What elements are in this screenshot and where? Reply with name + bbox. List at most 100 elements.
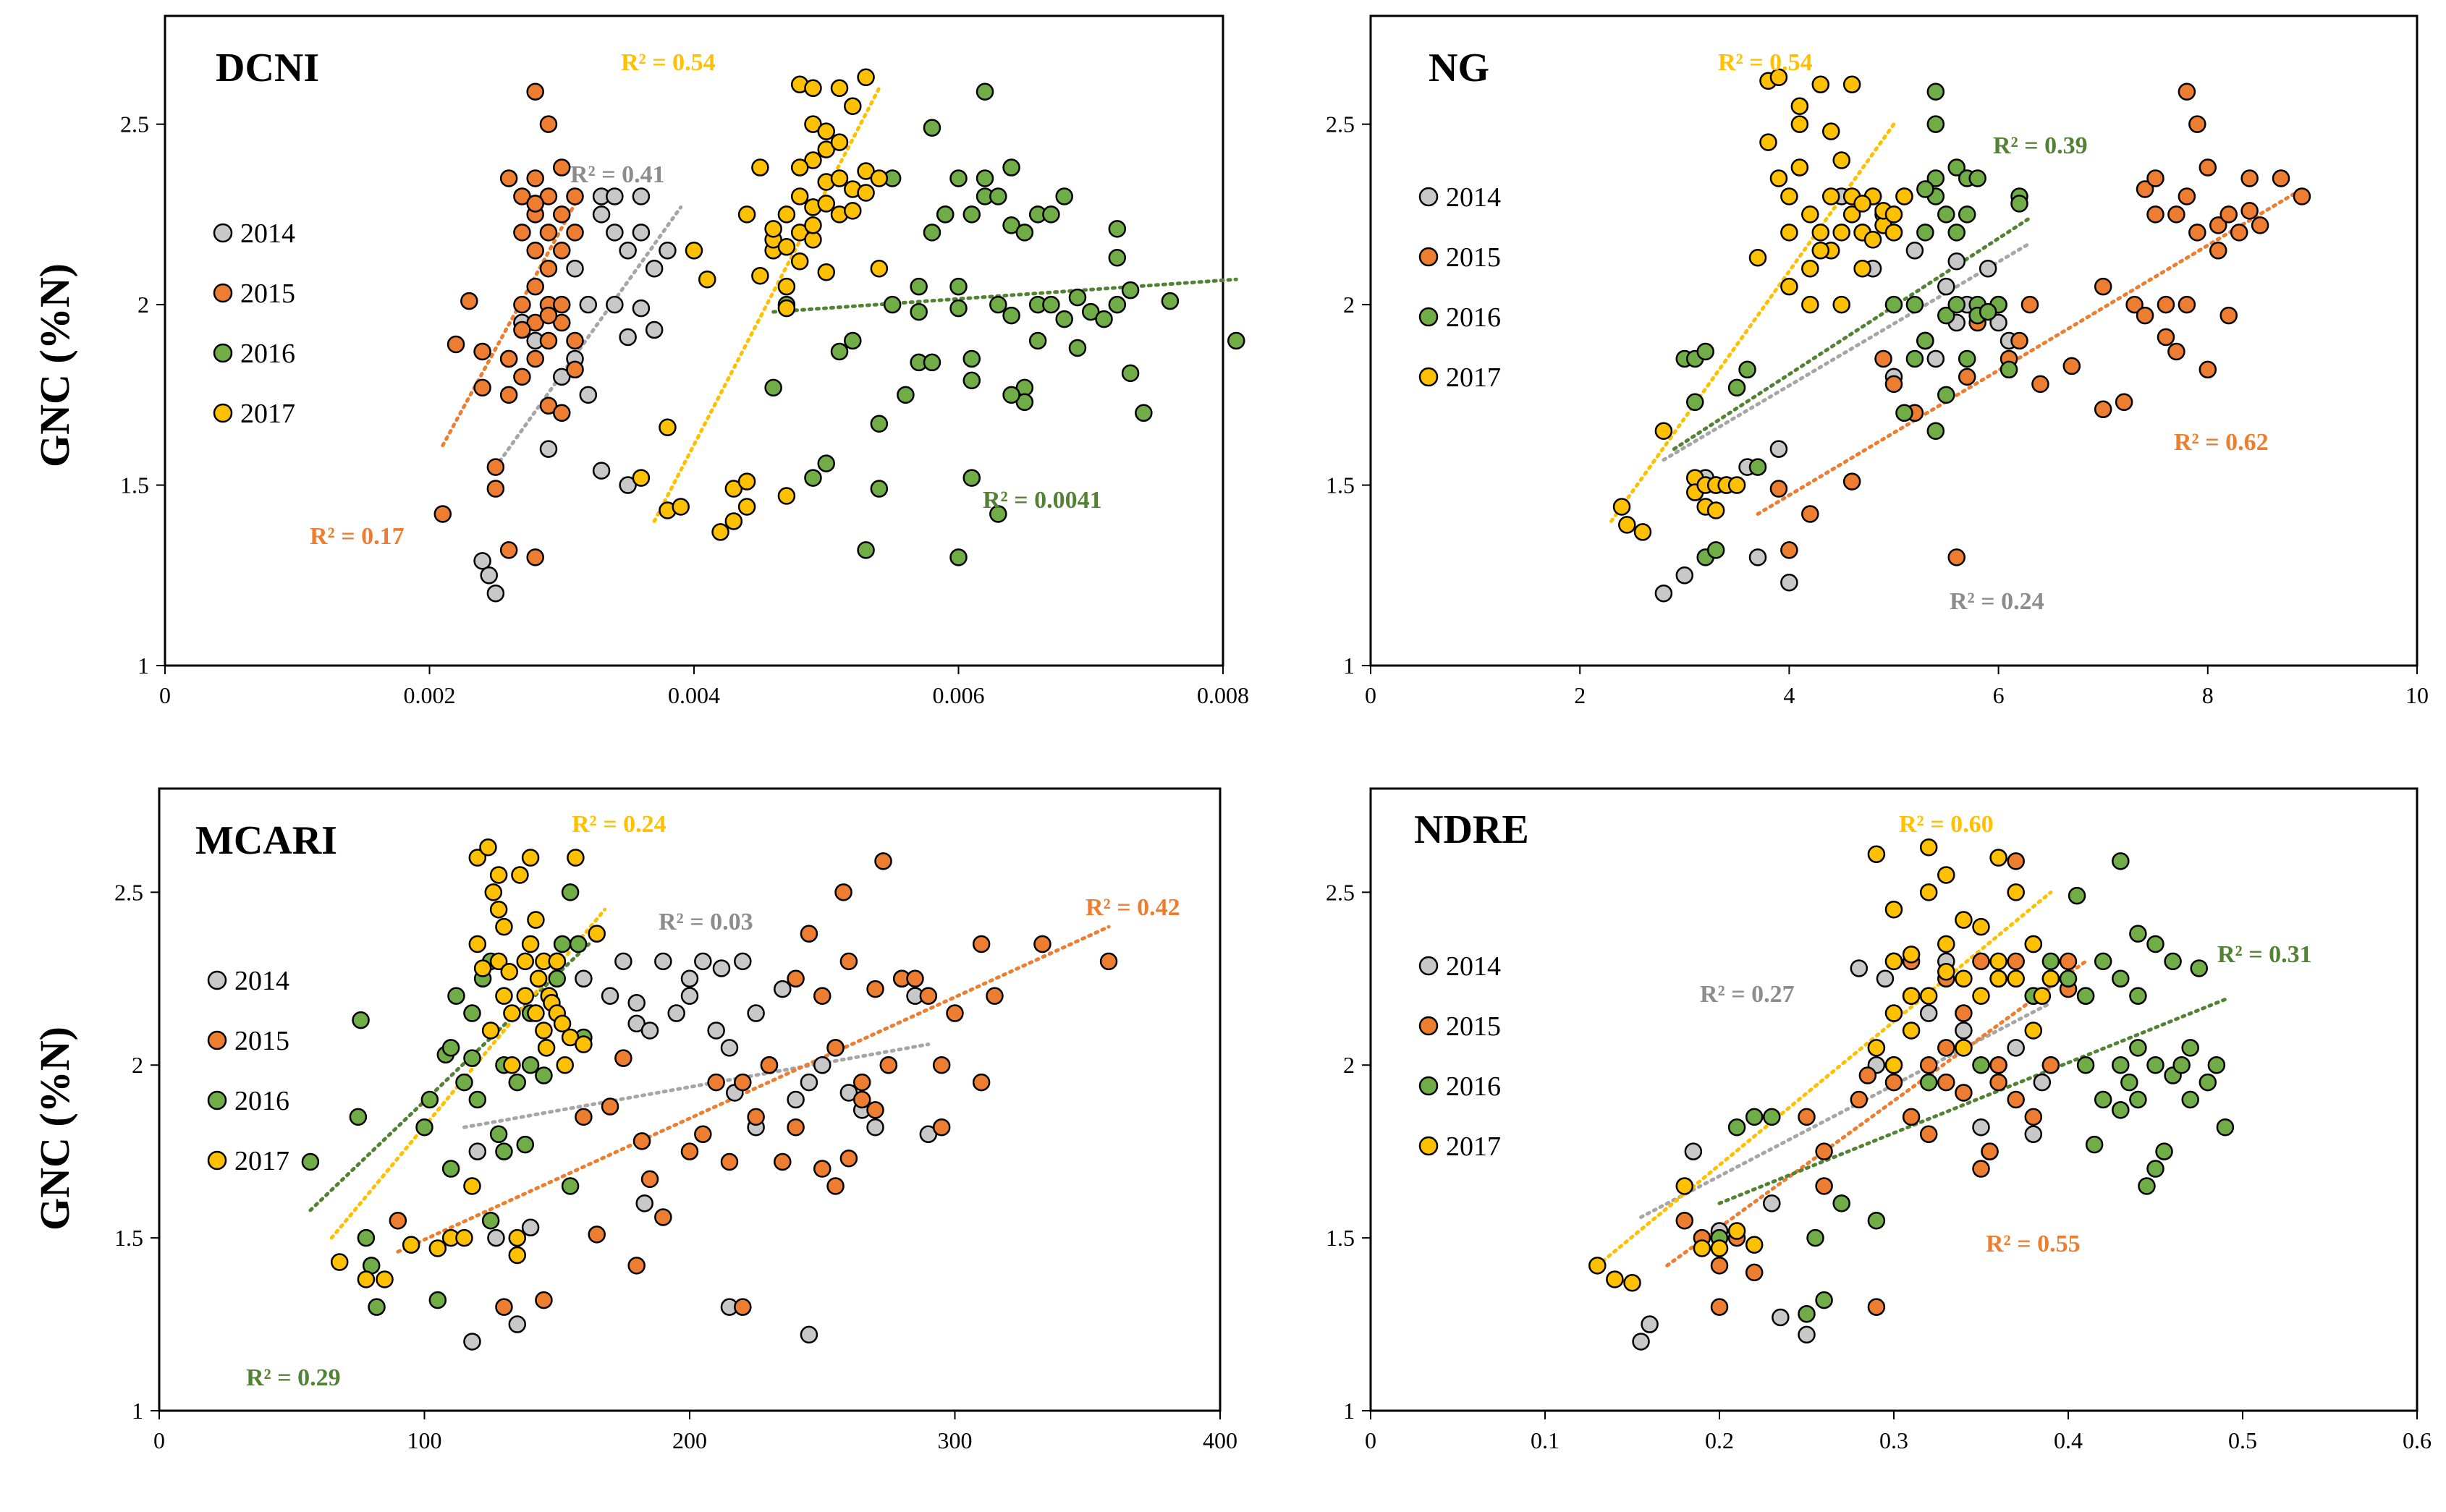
ng-point-2015 (2251, 216, 2269, 234)
ng-point-2014 (1926, 349, 1945, 368)
mcari-point-2016 (516, 1135, 535, 1154)
ndre-point-2015 (1815, 1177, 1833, 1195)
ng-point-2017 (1842, 205, 1861, 224)
dcni-point-2015 (486, 480, 505, 498)
dcni-point-2017 (817, 140, 835, 158)
ng-point-2017 (1790, 158, 1809, 177)
mcari-point-2014 (813, 1056, 831, 1074)
ndre-point-2015 (2024, 1108, 2043, 1126)
dcni-point-2015 (526, 82, 544, 101)
ng-trendline-2014 (1662, 241, 2032, 462)
dcni-point-2017 (764, 220, 782, 238)
mcari-x-tick-label: 300 (938, 1427, 973, 1453)
mcari-point-2015 (640, 1170, 659, 1189)
dcni-point-2016 (1002, 216, 1020, 234)
mcari-point-2016 (495, 1142, 513, 1160)
ndre-point-2015 (2007, 952, 2025, 971)
dcni-point-2015 (553, 158, 571, 177)
mcari-point-2016 (561, 883, 580, 901)
panel-mcari: 1 1.5 2 2.5 0 100 200 300 400 MCARI 2014 2015 2016 20… (114, 787, 1237, 1453)
dcni-trendline-2017 (652, 86, 881, 523)
ndre-point-2015 (1981, 1142, 1999, 1160)
ng-point-2016 (1727, 378, 1746, 397)
dcni-point-2016 (976, 82, 994, 101)
ndre-point-2015 (1798, 1108, 1816, 1126)
dcni-point-2015 (499, 386, 518, 404)
ng-x-tick-label: 0 (1365, 682, 1376, 708)
ndre-point-2016 (2129, 1090, 2147, 1109)
mcari-point-2017 (481, 1022, 500, 1040)
ng-y-tick-label: 1 (1343, 653, 1355, 679)
dcni-point-2015 (539, 396, 558, 415)
ndre-point-2016 (1727, 1118, 1746, 1137)
dcni-point-2015 (566, 187, 584, 205)
ng-legend-marker-2016 (1418, 307, 1439, 327)
dcni-point-2015 (566, 360, 584, 379)
ng-point-2016 (2010, 195, 2028, 213)
mcari-point-2015 (680, 1142, 699, 1160)
mcari-point-2015 (774, 1152, 792, 1171)
mcari-point-2015 (932, 1118, 951, 1137)
mcari-point-2015 (813, 987, 831, 1005)
dcni-point-2014 (632, 187, 651, 205)
dcni-point-2017 (830, 79, 849, 98)
ndre-point-2016 (2155, 1142, 2173, 1160)
mcari-point-2014 (720, 1039, 739, 1057)
ndre-point-2017 (1745, 1236, 1764, 1254)
ndre-point-2015 (1955, 1084, 1973, 1102)
mcari-point-2015 (852, 1090, 871, 1109)
ng-point-2017 (1863, 231, 1882, 249)
mcari-point-2014 (774, 980, 792, 998)
mcari-point-2015 (787, 1118, 805, 1137)
ng-point-2015 (2136, 306, 2154, 325)
ndre-point-2017 (1972, 917, 1990, 936)
ng-point-2015 (2199, 360, 2217, 379)
ng-point-2015 (2178, 82, 2196, 101)
dcni-point-2016 (962, 469, 981, 487)
ndre-point-2017 (1989, 849, 2007, 867)
mcari-point-2017 (535, 1022, 553, 1040)
ng-point-2015 (2062, 357, 2081, 375)
ng-point-2015 (2219, 205, 2238, 224)
ng-point-2017 (1633, 523, 1652, 541)
ng-point-2017 (1706, 501, 1725, 519)
ng-point-2014 (1905, 242, 1924, 260)
dcni-point-2017 (830, 133, 849, 151)
ng-point-2016 (1916, 180, 1934, 198)
mcari-point-2017 (516, 952, 535, 971)
dcni-x-tick-label: 0.004 (668, 682, 720, 708)
dcni-point-2016 (1108, 220, 1127, 238)
ng-point-2015 (2167, 205, 2185, 224)
mcari-point-2016 (357, 1228, 376, 1247)
mcari-point-2017 (527, 911, 545, 929)
ng-point-2016 (1696, 342, 1714, 361)
ng-point-2016 (1926, 169, 1945, 187)
mcari-point-2017 (479, 838, 497, 857)
dcni-point-2014 (592, 205, 611, 224)
ndre-point-2014 (1972, 1118, 1990, 1137)
mcari-legend-marker-2017 (207, 1150, 227, 1171)
dcni-point-2014 (619, 476, 637, 494)
ndre-point-2017 (2007, 969, 2025, 988)
dcni-point-2014 (553, 368, 571, 386)
dcni-point-2014 (632, 224, 651, 242)
ng-point-2015 (2240, 202, 2259, 220)
dcni-point-2016 (1002, 158, 1020, 177)
dcni-point-2015 (566, 331, 584, 350)
dcni-point-2017 (777, 277, 796, 296)
ndre-point-2016 (1806, 1228, 1824, 1247)
mcari-point-2015 (839, 1149, 858, 1168)
dcni-point-2015 (553, 242, 571, 260)
dcni-point-2016 (804, 469, 822, 487)
panel-ng: 1 1.5 2 2.5 0 2 4 6 8 10 NG 2014 2015 2016 2017 R² = 0.… (1326, 14, 2429, 708)
dcni-point-2016 (1002, 386, 1020, 404)
mcari-y-tick-label: 2.5 (114, 879, 143, 905)
dcni-legend-marker-2015 (213, 283, 233, 303)
dcni-point-2016 (1068, 288, 1087, 307)
ndre-point-2014 (1798, 1325, 1816, 1344)
mcari-point-2017 (521, 849, 540, 867)
mcari-point-2015 (986, 987, 1004, 1005)
dcni-point-2014 (645, 320, 664, 339)
mcari-legend-label-2017: 2017 (234, 1146, 289, 1176)
dcni-trendline-2015 (441, 201, 577, 448)
